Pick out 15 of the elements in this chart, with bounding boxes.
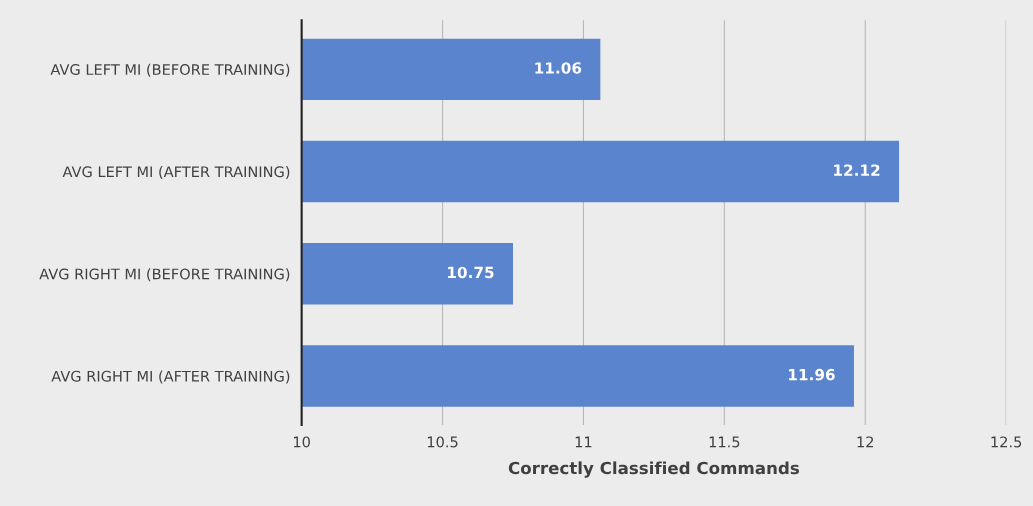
data-label: 12.12 bbox=[834, 164, 880, 176]
y-tick-label: AVG RIGHT MI (BEFORE TRAINING) bbox=[39, 268, 290, 282]
x-tick-label: 12.5 bbox=[991, 436, 1022, 448]
x-tick-label: 11 bbox=[575, 436, 592, 448]
x-axis-title: Correctly Classified Commands bbox=[508, 461, 799, 478]
x-tick-label: 12 bbox=[857, 436, 874, 448]
y-tick-label: AVG RIGHT MI (AFTER TRAINING) bbox=[51, 370, 290, 384]
data-label: 10.75 bbox=[448, 266, 494, 279]
y-tick-label: AVG LEFT MI (AFTER TRAINING) bbox=[62, 166, 290, 179]
y-tick-label: AVG LEFT MI (BEFORE TRAINING) bbox=[50, 63, 290, 77]
x-tick-label: 10.5 bbox=[427, 436, 458, 448]
data-label: 11.96 bbox=[789, 368, 835, 381]
data-label: 11.06 bbox=[535, 62, 582, 74]
x-tick-label: 10 bbox=[293, 436, 310, 448]
x-tick-label: 11.5 bbox=[709, 436, 740, 448]
